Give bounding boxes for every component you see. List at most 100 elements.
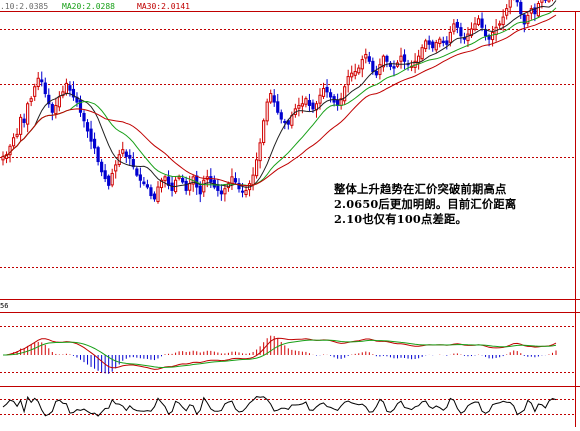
candle-body: [499, 24, 501, 25]
candle-body: [351, 73, 353, 77]
candle-body: [146, 185, 148, 187]
candle-body: [425, 41, 427, 49]
candle-body: [234, 179, 236, 182]
candle-body: [157, 187, 159, 201]
candle-body: [58, 97, 60, 107]
candle-body: [432, 42, 434, 48]
candle-body: [298, 105, 300, 108]
candle-body: [143, 182, 145, 184]
candle-body: [509, 0, 511, 7]
candle-body: [12, 138, 14, 146]
candle-body: [199, 186, 201, 194]
candle-body: [386, 56, 388, 61]
candle-body: [83, 113, 85, 120]
candle-body: [153, 194, 155, 199]
annotation-line: 2.0650后更加明朗。目前汇价距离: [334, 197, 518, 212]
candle-body: [90, 129, 92, 141]
macd-dea-line: [3, 340, 556, 367]
candle-body: [44, 83, 46, 94]
candle-body: [51, 105, 53, 113]
candle-body: [477, 19, 479, 25]
annotation-box: 整体上升趋势在汇价突破前期高点 2.0650后更加明朗。目前汇价距离 2.10也…: [330, 179, 518, 235]
candle-body: [474, 24, 476, 29]
candle-body: [439, 39, 441, 43]
candle-body: [502, 17, 504, 24]
candle-body: [492, 32, 494, 39]
candle-body: [111, 173, 113, 184]
candle-body: [322, 88, 324, 96]
candle-body: [379, 65, 381, 75]
candle-body: [150, 188, 152, 196]
legend-ma10: .10:2.0385: [0, 1, 48, 12]
candle-body: [347, 77, 349, 85]
annotation-line: 整体上升趋势在汇价突破前期高点: [334, 182, 518, 197]
candle-body: [393, 67, 395, 68]
legend-ma20: MA20:2.0288: [62, 1, 115, 12]
candle-body: [178, 177, 180, 178]
candle-body: [280, 113, 282, 119]
candle-body: [164, 177, 166, 181]
candle-body: [224, 189, 226, 194]
candle-body: [203, 180, 205, 192]
candle-body: [108, 176, 110, 185]
candle-body: [516, 0, 518, 2]
legend-ma30: MA30:2.0141: [137, 1, 190, 12]
candle-body: [270, 94, 272, 102]
candle-body: [245, 190, 247, 194]
candle-body: [284, 121, 286, 122]
candle-body: [305, 99, 307, 105]
candle-body: [481, 19, 483, 27]
ma30-line: [3, 15, 556, 186]
candle-body: [421, 48, 423, 59]
candle-body: [354, 71, 356, 75]
candle-body: [55, 105, 57, 113]
candle-body: [456, 22, 458, 27]
candle-body: [442, 41, 444, 42]
candle-body: [548, 0, 550, 1]
candle-body: [273, 96, 275, 102]
candle-body: [104, 171, 106, 179]
candle-body: [400, 56, 402, 61]
candle-body: [182, 178, 184, 181]
candle-body: [266, 102, 268, 121]
candle-body: [129, 155, 131, 158]
candle-body: [37, 78, 39, 86]
candle-body: [256, 160, 258, 176]
indicator-axis-label: 56: [0, 302, 8, 311]
candle-body: [308, 101, 310, 106]
candle-body: [506, 9, 508, 16]
candle-body: [329, 93, 331, 97]
candle-body: [189, 184, 191, 191]
candle-body: [241, 191, 243, 192]
candle-body: [41, 80, 43, 82]
candle-body: [319, 95, 321, 103]
candle-body: [34, 87, 36, 97]
candle-body: [453, 24, 455, 31]
candle-body: [185, 181, 187, 190]
candle-body: [93, 139, 95, 148]
candle-body: [210, 177, 212, 182]
candle-body: [368, 57, 370, 62]
candle-body: [467, 34, 469, 41]
candle-body: [537, 4, 539, 16]
candle-body: [122, 150, 124, 154]
candle-body: [16, 134, 18, 136]
candle-body: [252, 175, 254, 184]
candle-body: [277, 102, 279, 112]
candle-body: [449, 32, 451, 42]
candle-body: [301, 104, 303, 106]
candle-body: [115, 165, 117, 171]
candle-body: [403, 55, 405, 61]
candle-body: [65, 83, 67, 93]
candle-body: [263, 121, 265, 143]
candle-body: [326, 87, 328, 91]
candle-body: [27, 104, 29, 124]
candle-body: [136, 169, 138, 175]
candle-body: [101, 162, 103, 171]
candle-body: [20, 117, 22, 134]
candle-body: [220, 191, 222, 194]
candle-body: [2, 156, 4, 159]
candle-body: [312, 103, 314, 109]
candle-body: [139, 175, 141, 180]
